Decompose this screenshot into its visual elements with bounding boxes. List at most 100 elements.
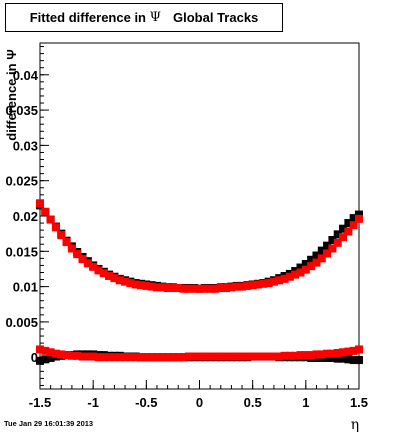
data-point	[323, 249, 332, 258]
data-point	[46, 353, 55, 362]
data-point	[222, 284, 231, 293]
data-point	[200, 352, 209, 361]
data-point	[41, 346, 50, 355]
data-point	[73, 250, 82, 259]
data-point	[190, 284, 199, 293]
data-point	[328, 244, 337, 253]
data-point	[131, 280, 140, 289]
data-point	[339, 224, 348, 233]
data-point	[121, 277, 130, 286]
data-point	[179, 353, 188, 362]
data-point	[339, 348, 348, 357]
data-point	[110, 353, 119, 362]
data-point	[57, 350, 66, 359]
data-point	[323, 353, 332, 362]
data-point	[312, 350, 321, 359]
data-point	[355, 356, 363, 365]
y-axis-label: difference in Ψ	[4, 49, 19, 140]
data-point	[323, 349, 332, 358]
data-point	[195, 284, 204, 293]
x-tick-label: 0	[196, 395, 203, 410]
data-point	[126, 279, 135, 288]
data-point	[190, 352, 199, 361]
x-tick-label: 0.5	[244, 395, 262, 410]
data-point	[317, 246, 326, 255]
data-point	[248, 352, 257, 361]
data-point	[36, 345, 44, 354]
data-point	[211, 352, 220, 361]
data-point	[227, 352, 236, 361]
data-point	[216, 352, 225, 361]
data-point	[62, 351, 71, 360]
data-point	[152, 283, 161, 292]
data-point	[62, 238, 71, 247]
x-tick-label: -0.5	[135, 395, 157, 410]
data-point	[51, 223, 60, 232]
data-point	[147, 353, 156, 362]
data-point	[339, 354, 348, 363]
data-point	[301, 265, 310, 274]
data-point	[238, 352, 247, 361]
data-point	[206, 284, 215, 293]
data-point	[248, 281, 257, 290]
axis-tick-labels: -1.5 -1 -0.5 0 0.5 1 1.5 0 0.005 0.01 0.015 0.02 0.0…	[5, 68, 368, 410]
x-axis-label: η	[351, 417, 359, 433]
data-point	[259, 352, 268, 361]
data-point	[232, 352, 241, 361]
data-point	[344, 347, 353, 356]
plot-frame	[39, 42, 360, 390]
y-tick-label: 0.025	[5, 174, 38, 189]
data-point	[275, 352, 284, 361]
data-point	[46, 348, 55, 357]
x-tick-label: 1	[302, 395, 309, 410]
data-point	[355, 210, 363, 219]
data-point	[51, 349, 60, 358]
timestamp: Tue Jan 29 16:01:39 2013	[4, 419, 94, 428]
data-point	[168, 353, 177, 362]
data-point	[121, 353, 130, 362]
data-point	[275, 276, 284, 285]
data-markers	[36, 199, 363, 365]
data-point	[99, 269, 108, 278]
data-point	[36, 199, 44, 208]
data-point	[36, 356, 44, 365]
data-point	[78, 255, 87, 264]
data-point	[312, 258, 321, 267]
data-point	[168, 284, 177, 293]
data-point	[333, 238, 342, 247]
data-point	[355, 214, 363, 223]
chart-title: Fitted difference in Ψ Global Tracks	[5, 3, 283, 32]
data-point	[137, 281, 146, 290]
data-point	[126, 353, 135, 362]
data-point	[333, 354, 342, 363]
data-point	[264, 279, 273, 288]
data-point	[174, 284, 183, 293]
data-point	[163, 284, 172, 293]
data-point	[328, 353, 337, 362]
data-point	[232, 282, 241, 291]
data-point	[307, 262, 316, 271]
data-point	[253, 280, 262, 289]
data-point	[328, 349, 337, 358]
data-point	[344, 219, 353, 228]
data-point	[259, 279, 268, 288]
data-point	[328, 236, 337, 245]
data-point	[307, 351, 316, 360]
data-point	[105, 272, 114, 281]
data-point	[296, 268, 305, 277]
data-point	[152, 353, 161, 362]
y-tick-label: 0.015	[5, 244, 38, 259]
data-point	[264, 352, 273, 361]
data-point	[280, 351, 289, 360]
data-point	[137, 353, 146, 362]
data-point	[174, 353, 183, 362]
data-point	[349, 214, 358, 223]
data-point	[78, 352, 87, 361]
y-tick-label: 0.01	[13, 280, 38, 295]
data-point	[291, 270, 300, 279]
data-point	[349, 221, 358, 230]
data-point	[115, 276, 124, 285]
data-point	[57, 231, 66, 240]
data-point	[269, 277, 278, 286]
